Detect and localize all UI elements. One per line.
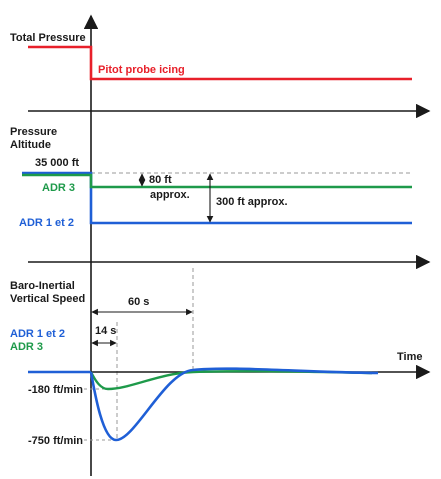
- total-pressure-line: [28, 45, 412, 81]
- pressure-altitude-title-line2: Altitude: [10, 139, 51, 151]
- offset-80ft-label: 80 ft: [149, 174, 172, 186]
- adr3-altitude-line: [22, 173, 412, 189]
- adr12-min-label: -750 ft/min: [28, 435, 83, 447]
- pitot-icing-label: Pitot probe icing: [98, 64, 185, 76]
- legend-adr12: ADR 1 et 2: [10, 328, 65, 340]
- adr3-altitude-label: ADR 3: [42, 182, 75, 194]
- legend-adr3: ADR 3: [10, 341, 43, 353]
- time-axis-label: Time: [397, 351, 422, 363]
- pressure-altitude-title-line1: Pressure: [10, 126, 57, 138]
- adr12-vertical-speed-curve: [89, 367, 379, 442]
- offset-80ft-note: approx.: [150, 189, 190, 201]
- offset-300ft-label: 300 ft approx.: [216, 196, 288, 208]
- vertical-speed-title-line1: Baro-Inertial: [10, 280, 75, 292]
- duration-60s-label: 60 s: [128, 296, 149, 308]
- duration-14s-label: 14 s: [95, 325, 116, 337]
- adr3-min-label: -180 ft/min: [28, 384, 83, 396]
- adr12-altitude-label: ADR 1 et 2: [19, 217, 74, 229]
- adr12-altitude-line: [22, 171, 412, 225]
- vertical-speed-title-line2: Vertical Speed: [10, 293, 85, 305]
- adr3-vertical-speed-curve: [89, 369, 373, 391]
- altitude-reference-label: 35 000 ft: [35, 157, 79, 169]
- total-pressure-title: Total Pressure: [10, 32, 86, 44]
